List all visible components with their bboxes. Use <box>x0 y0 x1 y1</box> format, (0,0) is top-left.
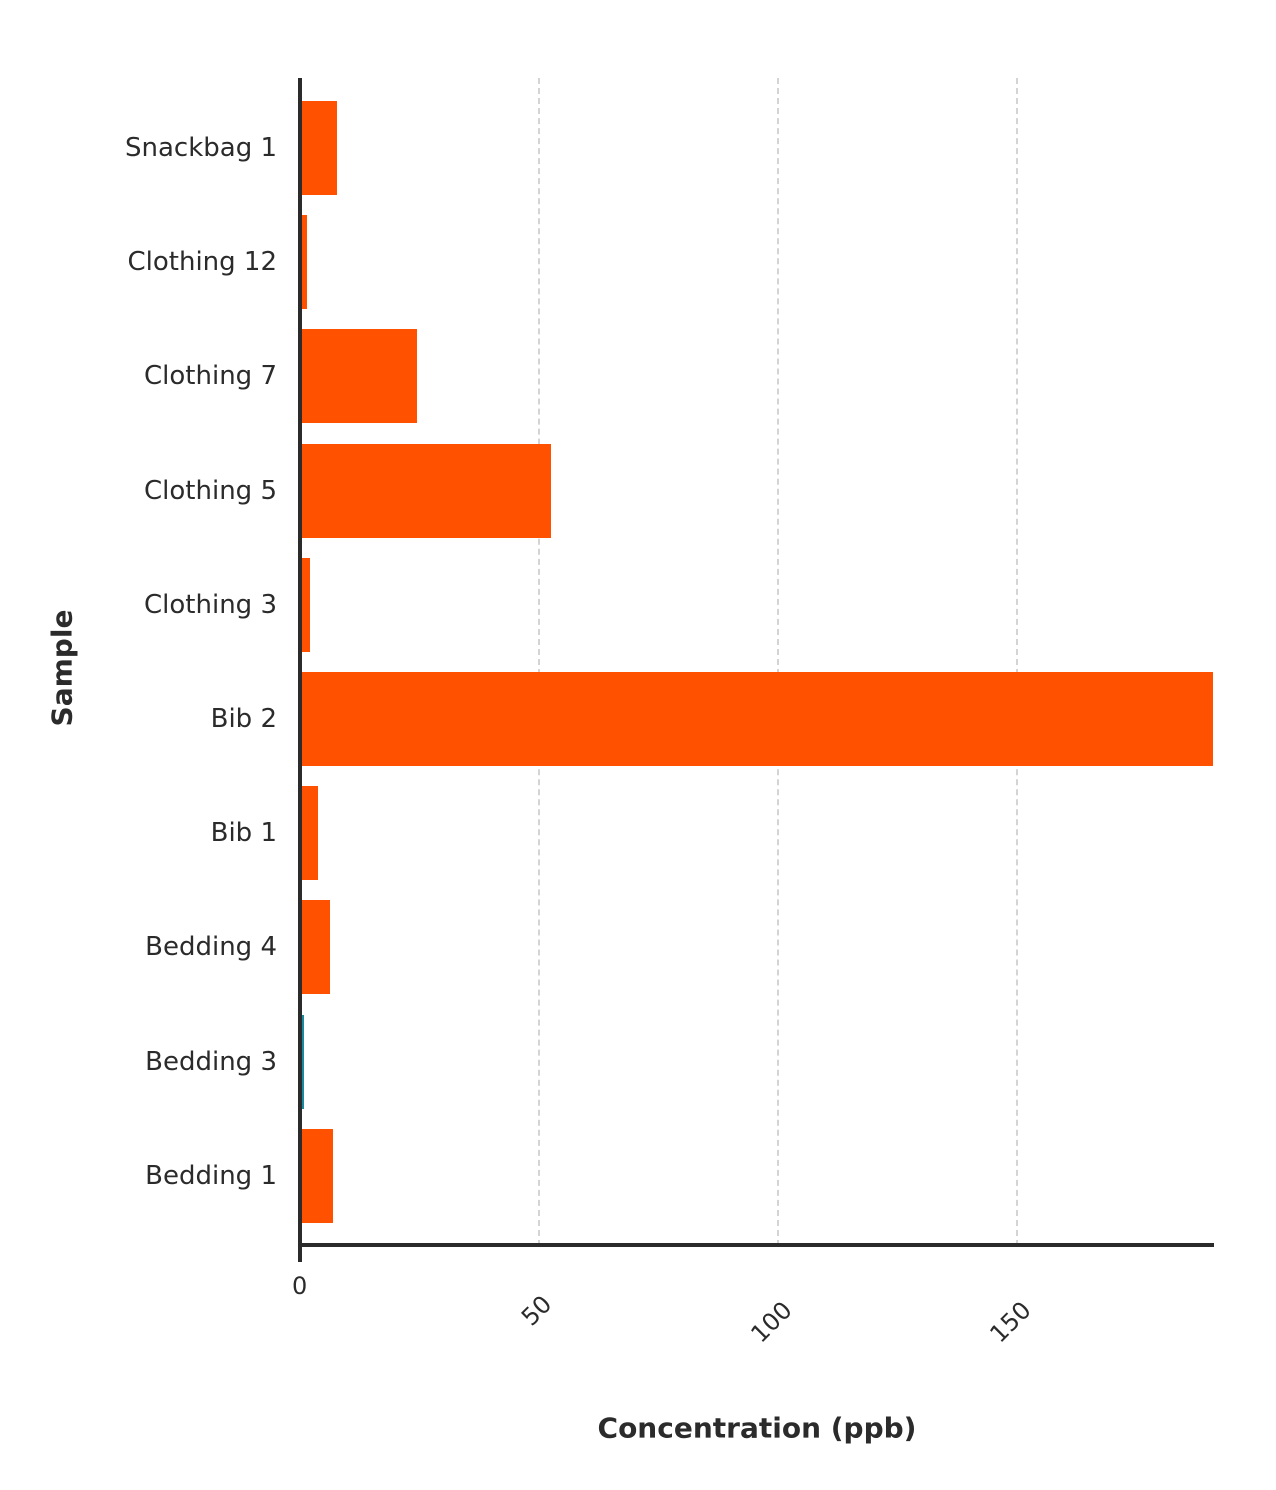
bar <box>302 1014 304 1109</box>
x-axis-title: Concentration (ppb) <box>597 1411 917 1445</box>
bar <box>302 786 319 881</box>
x-tick-label: 0 <box>292 1272 308 1300</box>
y-tick-label: Bedding 1 <box>145 1160 277 1191</box>
y-axis-title: Sample <box>45 609 79 727</box>
y-tick-label: Clothing 3 <box>144 589 277 620</box>
gridline <box>538 78 540 1246</box>
y-tick-label: Bedding 4 <box>145 932 277 963</box>
y-tick-label: Snackbag 1 <box>124 133 277 163</box>
x-tick-label: 100 <box>745 1296 798 1349</box>
y-tick-label: Bib 2 <box>210 704 277 734</box>
y-tick-label: Bib 1 <box>210 818 277 849</box>
y-tick-label: Bedding 3 <box>145 1046 277 1077</box>
gridline <box>1016 78 1018 1246</box>
y-tick-label: Clothing 5 <box>144 475 277 506</box>
y-axis-line <box>298 78 302 1262</box>
bar <box>302 672 1213 766</box>
x-tick-label: 150 <box>984 1296 1037 1349</box>
bar <box>302 443 551 538</box>
bar <box>302 329 418 424</box>
bar <box>302 557 310 652</box>
y-tick-label: Clothing 7 <box>144 361 277 392</box>
bar <box>302 215 308 310</box>
bar <box>302 900 330 995</box>
y-tick-label: Clothing 12 <box>127 247 277 278</box>
bar <box>302 101 337 195</box>
bar <box>302 1128 333 1223</box>
x-axis-line <box>298 1243 1214 1247</box>
x-tick-label: 50 <box>515 1290 558 1332</box>
gridline <box>777 78 779 1246</box>
